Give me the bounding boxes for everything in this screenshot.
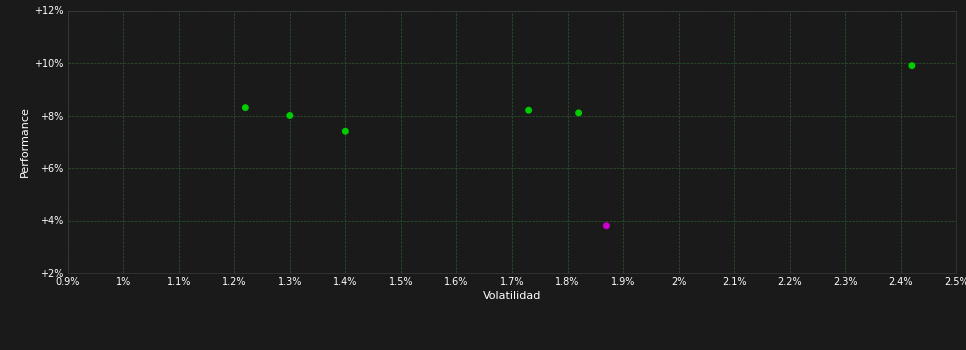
Point <box>599 223 614 229</box>
Y-axis label: Performance: Performance <box>19 106 30 177</box>
X-axis label: Volatilidad: Volatilidad <box>483 291 541 301</box>
Point <box>521 107 536 113</box>
Point <box>282 113 298 118</box>
Point <box>338 128 354 134</box>
Point <box>571 110 586 116</box>
Point <box>904 63 920 69</box>
Point <box>238 105 253 111</box>
